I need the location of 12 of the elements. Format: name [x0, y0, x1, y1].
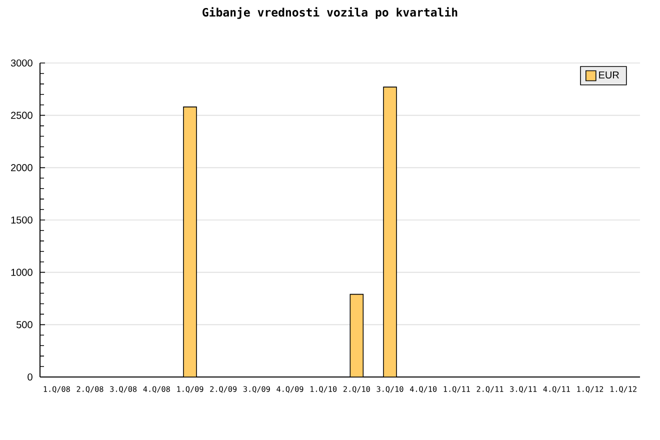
y-tick-label: 1000	[11, 268, 32, 276]
legend-label: EUR	[599, 72, 619, 79]
bar	[350, 294, 364, 377]
bar	[183, 106, 197, 377]
chart-title: Gibanje vrednosti vozila po kvartalih	[202, 7, 458, 19]
y-tick-label: 2500	[11, 112, 32, 119]
y-tick-label: 1500	[11, 216, 32, 224]
bar	[383, 86, 397, 377]
y-tick-label: 3000	[10, 59, 32, 67]
y-tick-label: 2000	[11, 164, 32, 172]
y-tick-label: 0	[28, 373, 32, 381]
y-tick-label: 500	[16, 321, 32, 328]
